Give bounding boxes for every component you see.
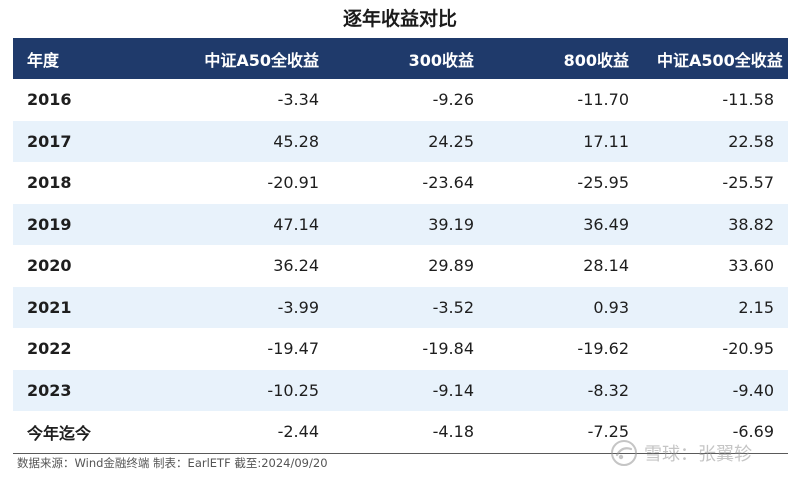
year-cell: 2019 [13,203,143,245]
value-cell: -9.26 [432,90,474,110]
table-row: 2018 -20.91 -23.64 -25.95 -25.57 [13,162,788,204]
table-row: 今年迄今 -2.44 -4.18 -7.25 -6.69 [13,411,788,454]
year-cell: 2018 [27,173,72,193]
value-cell: 22.58 [643,120,788,162]
year-cell: 2023 [13,369,143,411]
snowball-logo-icon [611,440,637,466]
year-cell: 今年迄今 [13,411,143,454]
header-year: 年度 [13,38,143,79]
value-cell: 0.93 [488,286,643,328]
header-a50-total-return: 中证A50全收益 [143,38,333,79]
source-note: 数据来源：Wind金融终端 制表：EarlETF 截至:2024/09/20 [17,456,328,470]
value-cell: 33.60 [728,256,774,276]
header-a500-total-return: 中证A500全收益 [643,38,788,79]
value-cell: -10.25 [143,369,333,411]
value-cell: -7.25 [488,411,643,454]
table-row: 2019 47.14 39.19 36.49 38.82 [13,203,788,245]
table-title: 逐年收益对比 [342,8,457,30]
watermark-text: 雪球：张翼轸 [644,444,752,465]
table-row: 2023 -10.25 -9.14 -8.32 -9.40 [13,369,788,411]
value-cell: -25.95 [577,173,629,193]
value-cell: 28.14 [583,256,629,276]
value-cell: -19.62 [577,339,629,359]
table-row: 2021 -3.99 -3.52 0.93 2.15 [13,286,788,328]
value-cell: -3.99 [143,286,333,328]
value-cell: -4.18 [333,411,488,454]
table-body: 2016 -3.34 -9.26 -11.70 -11.58 2017 45.28 24.25… [13,79,788,454]
table-row: 2016 -3.34 -9.26 -11.70 -11.58 [13,79,788,121]
year-cell: 2022 [27,339,72,359]
year-cell: 2017 [13,120,143,162]
value-cell: -3.52 [333,286,488,328]
header-300-return: 300收益 [333,38,488,79]
value-cell: -11.58 [722,90,774,110]
table-header-row: 年度 中证A50全收益 300收益 800收益 中证A500全收益 [13,38,788,79]
value-cell: 29.89 [428,256,474,276]
value-cell: -19.84 [422,339,474,359]
value-cell: -20.91 [267,173,319,193]
value-cell: 45.28 [143,120,333,162]
value-cell: -19.47 [267,339,319,359]
value-cell: 36.49 [488,203,643,245]
header-800-return: 800收益 [488,38,643,79]
value-cell: -25.57 [722,173,774,193]
snowball-watermark: 雪球：张翼轸 [610,436,752,470]
value-cell: -23.64 [422,173,474,193]
value-cell: 36.24 [273,256,319,276]
table-row: 2017 45.28 24.25 17.11 22.58 [13,120,788,162]
table-row: 2020 36.24 29.89 28.14 33.60 [13,245,788,287]
value-cell: -9.14 [333,369,488,411]
value-cell: 47.14 [143,203,333,245]
value-cell: 17.11 [488,120,643,162]
value-cell: -9.40 [643,369,788,411]
value-cell: -8.32 [488,369,643,411]
value-cell: -2.44 [143,411,333,454]
returns-table: 年度 中证A50全收益 300收益 800收益 中证A500全收益 2016 -3… [13,38,788,454]
value-cell: 39.19 [333,203,488,245]
value-cell: 24.25 [333,120,488,162]
value-cell: -20.95 [722,339,774,359]
value-cell: -6.69 [643,411,788,454]
value-cell: -3.34 [277,90,319,110]
table-row: 2022 -19.47 -19.84 -19.62 -20.95 [13,328,788,370]
value-cell: -11.70 [577,90,629,110]
value-cell: 2.15 [643,286,788,328]
year-cell: 2016 [27,90,72,110]
year-cell: 2021 [13,286,143,328]
year-cell: 2020 [27,256,72,276]
value-cell: 38.82 [643,203,788,245]
